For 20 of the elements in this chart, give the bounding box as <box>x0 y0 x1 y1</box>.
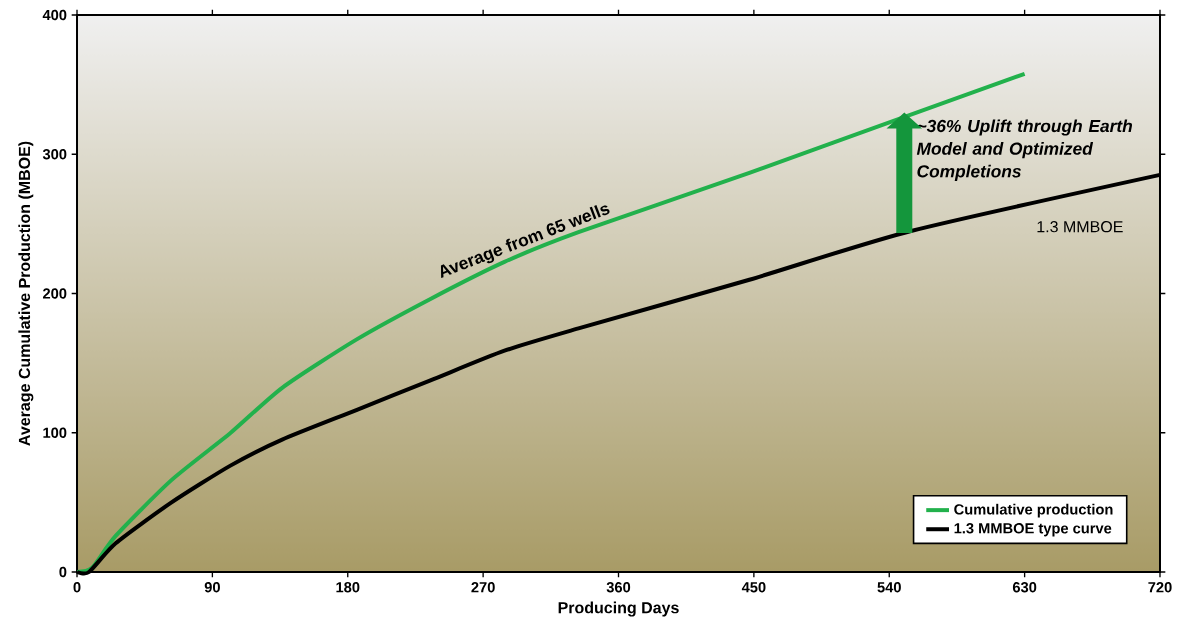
legend-label: Cumulative production <box>954 503 1113 518</box>
annotation: ~36% Uplift through Earth Model and Optimized Completions <box>916 119 1133 181</box>
x-tick-label: 720 <box>1148 582 1172 593</box>
y-tick-label: 300 <box>42 149 67 160</box>
y-tick-label: 200 <box>42 288 67 299</box>
annotation: 1.3 MMBOE <box>1037 221 1123 233</box>
x-tick-label: 450 <box>741 582 766 593</box>
x-axis-title: Producing Days <box>558 601 679 617</box>
x-tick-label: 180 <box>336 582 360 593</box>
x-tick-label: 540 <box>877 582 901 593</box>
x-tick-label: 270 <box>471 582 495 593</box>
y-axis-title: Average Cumulative Production (MBOE) <box>18 141 34 446</box>
x-tick-label: 360 <box>606 582 631 593</box>
y-tick-label: 400 <box>42 9 67 21</box>
x-tick-label: 0 <box>73 582 81 593</box>
y-tick-label: 0 <box>59 566 67 578</box>
x-tick-label: 630 <box>1012 582 1037 593</box>
legend-label: 1.3 MMBOE type curve <box>954 523 1112 537</box>
x-tick-label: 90 <box>204 582 220 593</box>
y-tick-label: 100 <box>43 427 67 438</box>
